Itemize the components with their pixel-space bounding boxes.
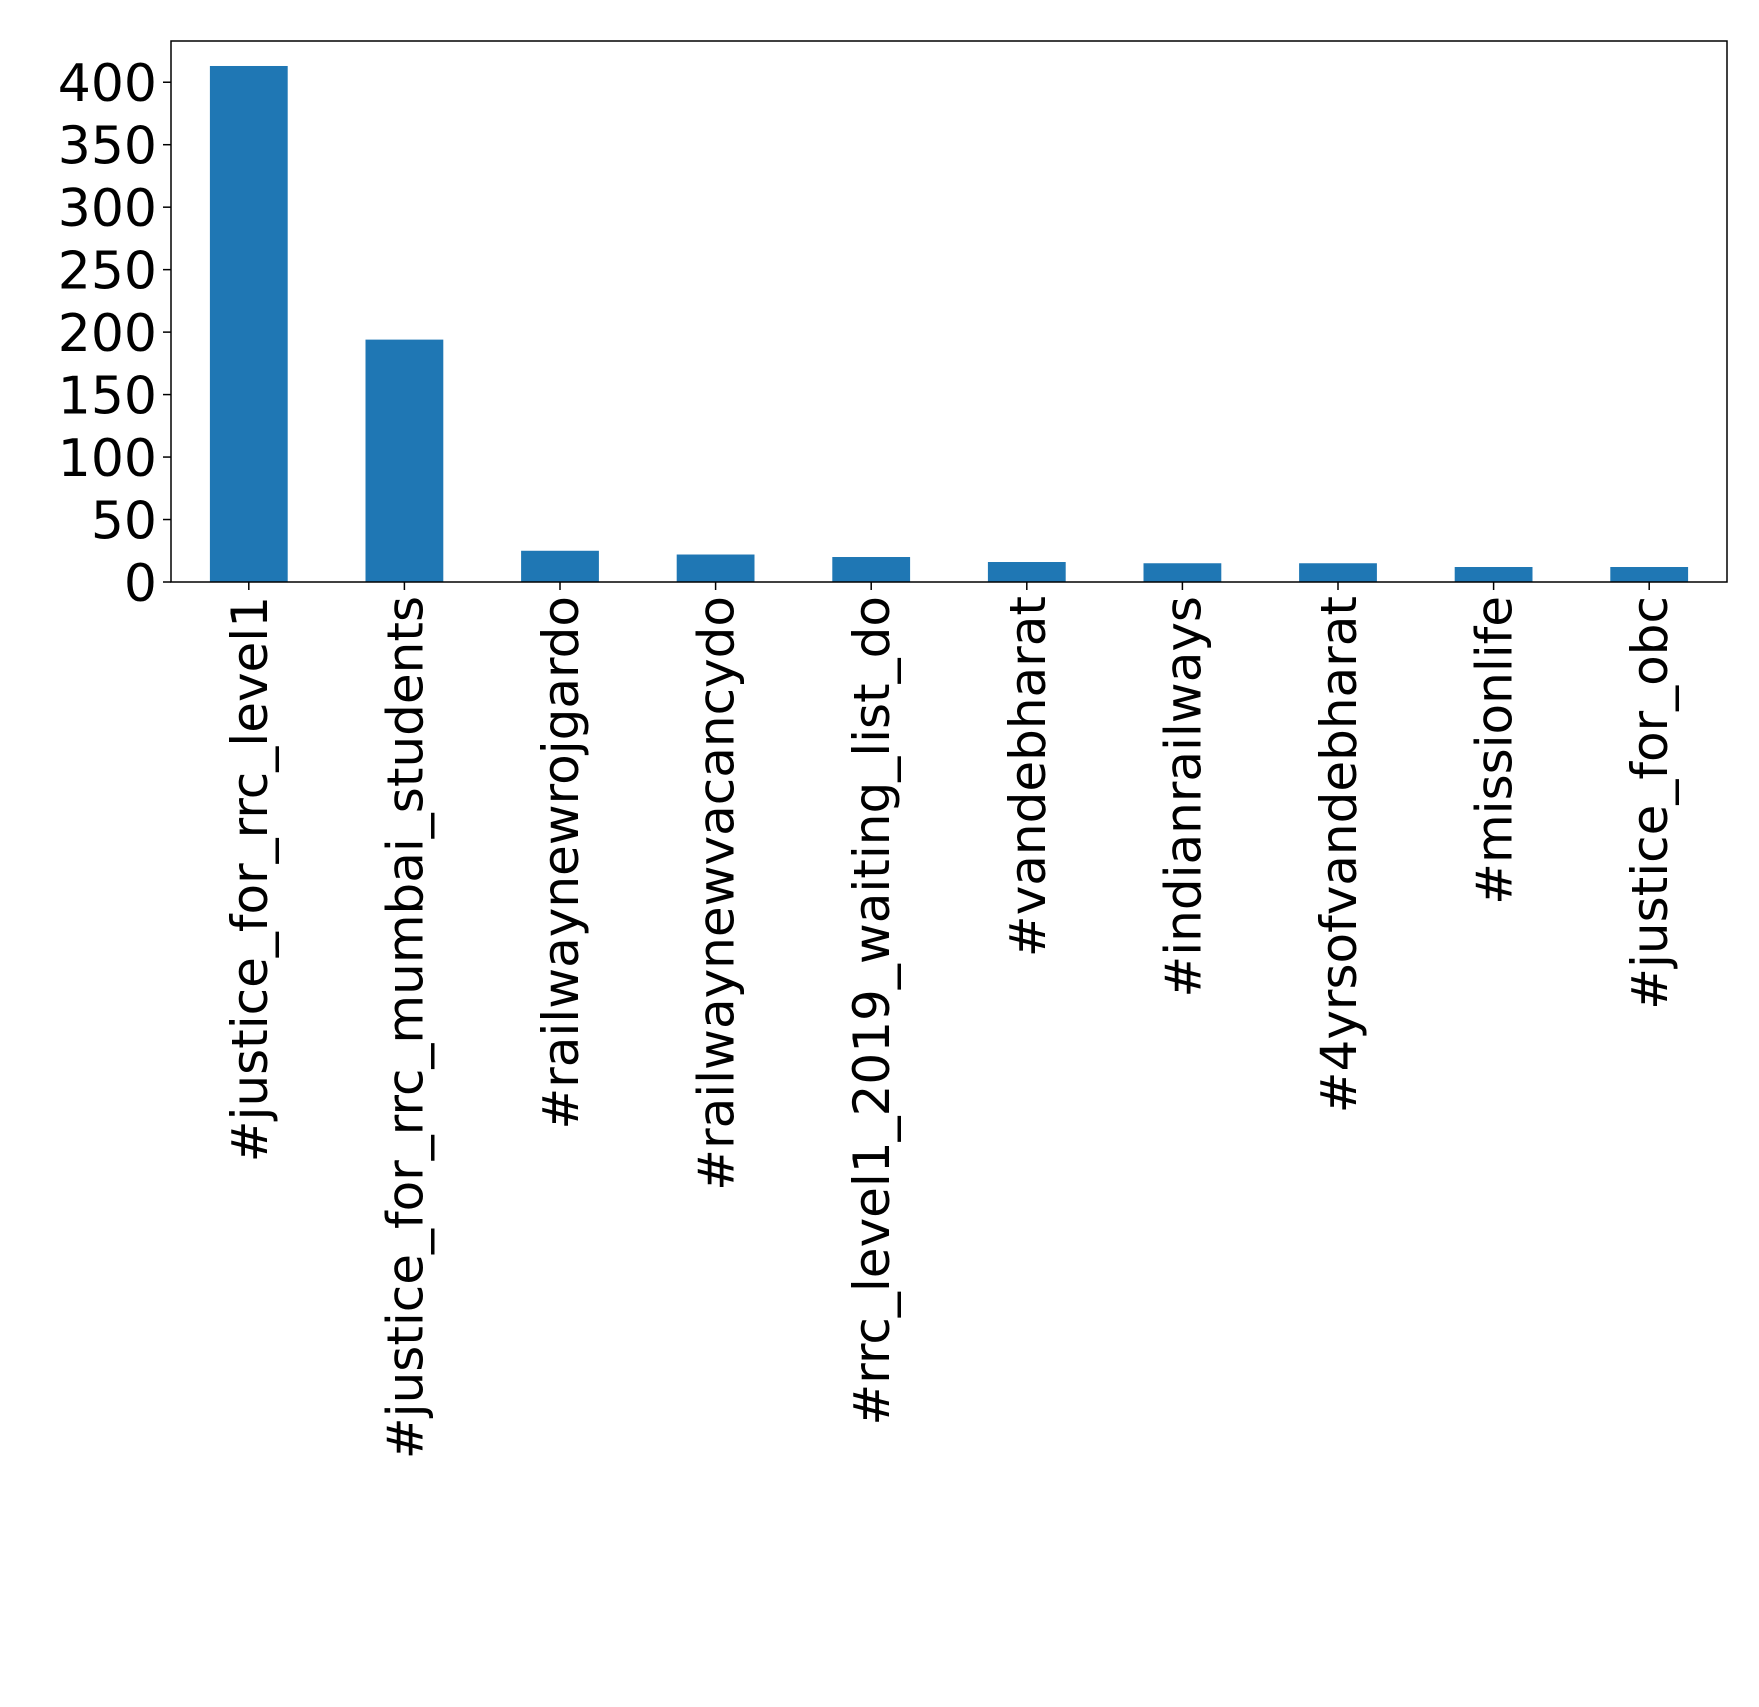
x-tick-label-9: #justice_for_obc: [1621, 596, 1679, 1010]
y-tick-label-7: 350: [58, 117, 157, 177]
bar-8: [1454, 567, 1533, 582]
bar-7: [1299, 563, 1377, 582]
plot-area-frame: [170, 40, 1728, 583]
bar-6: [1143, 563, 1222, 582]
y-tick-label-8: 400: [58, 54, 157, 114]
x-tick-label-5: #vandebharat: [999, 596, 1057, 957]
bar-5: [987, 562, 1066, 582]
x-axis: #justice_for_rrc_level1 #justice_for_rrc_…: [221, 582, 1679, 1459]
bar-0: [209, 65, 288, 582]
bar-9: [1610, 567, 1689, 582]
x-tick-label-4: #rrc_level1_2019_waiting_list_do: [843, 596, 901, 1426]
bar-2: [521, 550, 599, 582]
x-tick-label-7: #4yrsofvandebharat: [1310, 596, 1368, 1113]
x-tick-label-8: #missionlife: [1466, 596, 1524, 905]
y-tick-label-0: 0: [124, 554, 157, 614]
y-tick-label-2: 100: [58, 429, 157, 489]
y-tick-label-6: 300: [58, 179, 157, 239]
x-tick-label-6: #indianrailways: [1154, 596, 1212, 998]
bar-3: [676, 554, 755, 582]
y-tick-label-1: 50: [91, 492, 157, 552]
x-tick-label-2: #railwaynewrojgardo: [532, 596, 590, 1130]
y-tick-label-3: 150: [58, 367, 157, 427]
y-tick-label-4: 200: [58, 304, 157, 364]
x-tick-label-3: #railwaynewvacancydo: [688, 596, 746, 1191]
y-tick-label-5: 250: [58, 242, 157, 302]
bars-group: [209, 65, 1689, 582]
x-tick-label-1: #justice_for_rrc_mumbai_students: [376, 596, 434, 1459]
bar-1: [365, 339, 444, 582]
x-tick-label-0: #justice_for_rrc_level1: [221, 596, 279, 1162]
bar-4: [832, 557, 911, 582]
